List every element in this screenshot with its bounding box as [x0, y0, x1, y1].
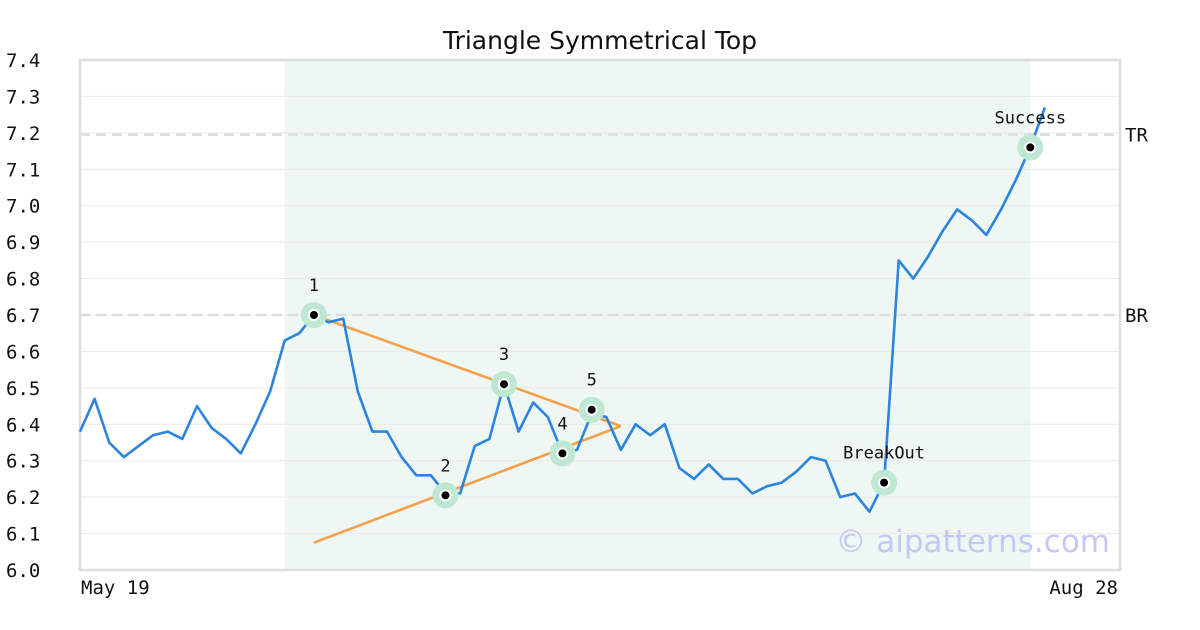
y-tick-label: 6.0: [6, 560, 40, 582]
point-marker: [307, 309, 320, 321]
x-tick-end: Aug 28: [1049, 577, 1118, 599]
y-tick-label: 6.6: [6, 341, 40, 363]
y-tick-label: 7.3: [6, 86, 40, 108]
y-tick-label: 6.3: [6, 451, 40, 473]
y-tick-label: 6.4: [6, 414, 40, 436]
watermark: © aipatterns.com: [835, 524, 1110, 560]
ref-line-label-tr: TR: [1125, 125, 1148, 147]
y-tick-label: 6.8: [6, 269, 40, 291]
y-tick-label: 6.1: [6, 524, 40, 546]
y-tick-label: 6.7: [6, 305, 40, 327]
y-tick-label: 7.2: [6, 123, 40, 145]
point-label: 5: [587, 371, 597, 391]
y-tick-label: 6.9: [6, 232, 40, 254]
y-tick-label: 7.4: [6, 50, 40, 72]
point-label: 2: [440, 456, 450, 476]
y-tick-label: 6.5: [6, 378, 40, 400]
point-marker: [878, 476, 891, 489]
plot-frame: [78, 58, 1122, 572]
point-marker: [497, 378, 510, 391]
x-tick-start: May 19: [81, 577, 150, 599]
point-label: Success: [994, 108, 1066, 128]
point-label: 4: [557, 414, 567, 434]
point-label: 3: [499, 345, 509, 365]
y-tick-label: 7.1: [6, 159, 40, 181]
point-label: 1: [309, 276, 319, 296]
trendline: [313, 313, 622, 428]
point-label: BreakOut: [843, 444, 925, 464]
chart-title: Triangle Symmetrical Top: [442, 26, 757, 55]
point-marker: [556, 447, 569, 460]
point-marker: [585, 403, 598, 416]
y-tick-label: 6.2: [6, 487, 40, 509]
y-tick-label: 7.0: [6, 196, 40, 218]
point-marker: [439, 489, 452, 502]
ref-line-label-br: BR: [1125, 305, 1148, 327]
point-marker: [1024, 141, 1037, 154]
